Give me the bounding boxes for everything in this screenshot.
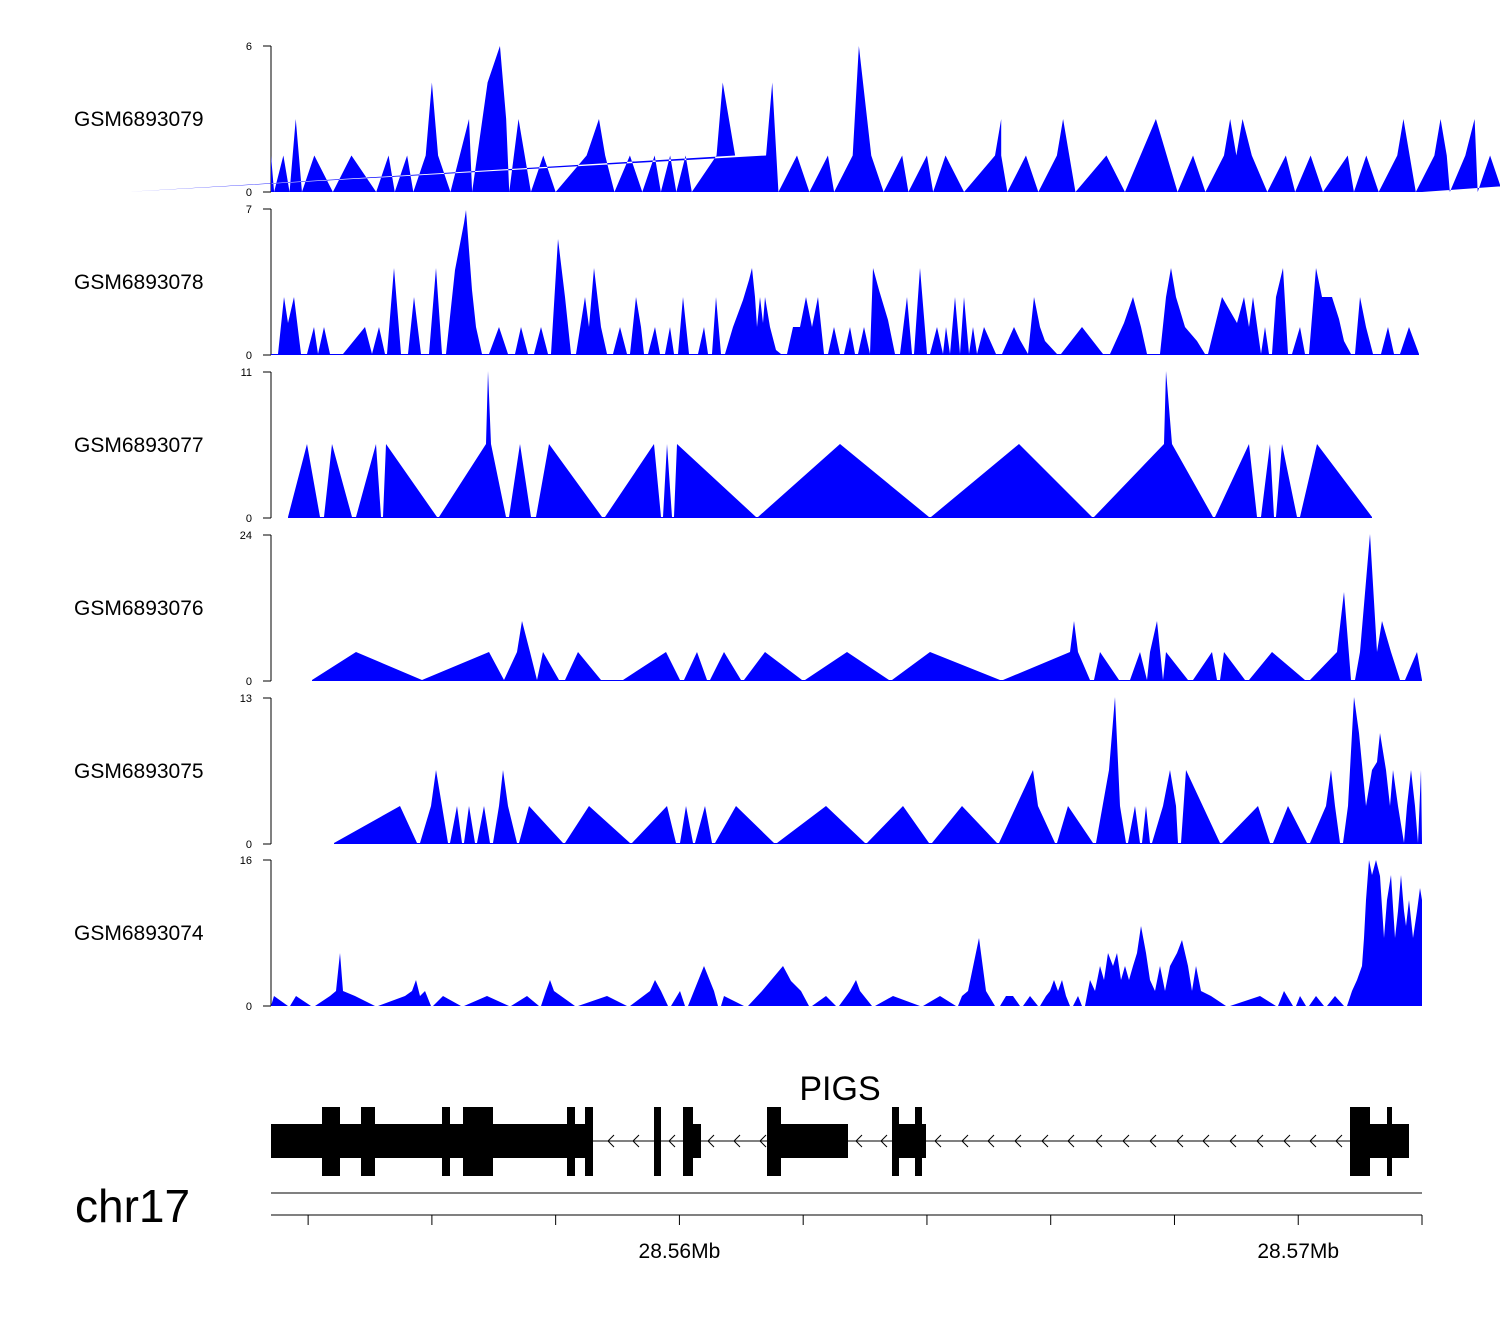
track-gsm6893079: GSM6893079 6 0	[74, 41, 1500, 199]
track-name: GSM6893076	[74, 597, 204, 620]
exon-block	[322, 1107, 340, 1176]
strand-arrow	[1122, 1134, 1130, 1148]
strand-arrow	[1335, 1134, 1343, 1148]
y-tick-label-max: 7	[246, 204, 252, 216]
gene-model: PIGS	[271, 1070, 1409, 1176]
y-tick-label-min: 0	[246, 676, 252, 688]
strand-arrow	[855, 1134, 863, 1148]
utr-block	[493, 1124, 567, 1158]
track-gsm6893077: GSM6893077 11 0	[74, 367, 1372, 525]
strand-arrow	[987, 1134, 995, 1148]
signal-area	[271, 210, 1419, 355]
track-name: GSM6893075	[74, 760, 204, 783]
strand-arrow	[1067, 1134, 1075, 1148]
strand-arrow	[1309, 1134, 1317, 1148]
utr-block	[922, 1124, 926, 1158]
exon-block	[915, 1107, 922, 1176]
exon-block	[1350, 1107, 1370, 1176]
y-tick-label-max: 13	[240, 693, 252, 705]
utr-block	[1392, 1124, 1409, 1158]
y-tick-label-max: 11	[241, 367, 252, 379]
y-tick-label-min: 0	[246, 1001, 252, 1013]
y-tick-label-max: 6	[246, 41, 252, 53]
utr-block	[450, 1124, 463, 1158]
y-tick-label-max: 24	[240, 530, 252, 542]
x-tick-label: 28.57Mb	[1257, 1240, 1339, 1263]
strand-arrow	[668, 1134, 676, 1148]
genome-axis: 28.56Mb 28.57Mb	[271, 1192, 1423, 1263]
strand-arrow	[759, 1134, 767, 1148]
exon-block	[567, 1107, 575, 1176]
utr-block	[340, 1124, 361, 1158]
y-tick-label-min: 0	[246, 839, 252, 851]
track-gsm6893076: GSM6893076 24 0	[74, 530, 1422, 688]
utr-block	[781, 1124, 848, 1158]
track-name: GSM6893074	[74, 922, 204, 945]
signal-area	[271, 860, 1422, 1006]
track-gsm6893078: GSM6893078 7 0	[74, 204, 1419, 362]
utr-block	[271, 1124, 322, 1158]
exon-block	[442, 1107, 450, 1176]
strand-arrow	[1095, 1134, 1103, 1148]
strand-arrow	[1014, 1134, 1022, 1148]
chromosome-label: chr17	[75, 1180, 190, 1232]
exon-block	[1387, 1107, 1392, 1176]
strand-arrow	[632, 1134, 640, 1148]
exon-block	[361, 1107, 375, 1176]
exon-block	[585, 1107, 593, 1176]
strand-arrow	[1041, 1134, 1049, 1148]
exon-block	[892, 1107, 899, 1176]
signal-area	[334, 697, 1422, 844]
exon-block	[654, 1107, 661, 1176]
signal-area	[312, 534, 1422, 681]
utr-block	[375, 1124, 442, 1158]
y-tick-label-max: 16	[240, 855, 252, 867]
strand-arrow	[1176, 1134, 1184, 1148]
strand-arrow	[1229, 1134, 1237, 1148]
strand-arrow	[1149, 1134, 1157, 1148]
signal-tracks: GSM689307960GSM689307870GSM6893077110GSM…	[74, 41, 1500, 1013]
strand-arrow	[707, 1134, 715, 1148]
track-name: GSM6893077	[74, 434, 204, 457]
exon-block	[463, 1107, 493, 1176]
strand-arrow	[607, 1134, 615, 1148]
y-tick-label-min: 0	[246, 513, 252, 525]
strand-arrow	[733, 1134, 741, 1148]
strand-arrow	[1202, 1134, 1210, 1148]
strand-arrow	[1283, 1134, 1291, 1148]
gene-label: PIGS	[799, 1070, 880, 1108]
x-tick-label: 28.56Mb	[639, 1240, 721, 1263]
track-name: GSM6893079	[74, 108, 204, 131]
utr-block	[1370, 1124, 1387, 1158]
utr-block	[899, 1124, 915, 1158]
strand-arrow	[934, 1134, 942, 1148]
y-tick-label-min: 0	[246, 350, 252, 362]
utr-block	[575, 1124, 585, 1158]
signal-area	[288, 371, 1372, 518]
strand-arrow	[880, 1134, 888, 1148]
exon-block	[767, 1107, 781, 1176]
y-tick-label-min: 0	[246, 187, 252, 199]
track-gsm6893075: GSM6893075 13 0	[74, 693, 1422, 851]
strand-arrow	[961, 1134, 969, 1148]
signal-area	[125, 46, 1500, 192]
track-gsm6893074: GSM6893074 16 0	[74, 855, 1422, 1013]
strand-arrow	[1256, 1134, 1264, 1148]
exon-block	[683, 1107, 693, 1176]
track-name: GSM6893078	[74, 271, 204, 294]
